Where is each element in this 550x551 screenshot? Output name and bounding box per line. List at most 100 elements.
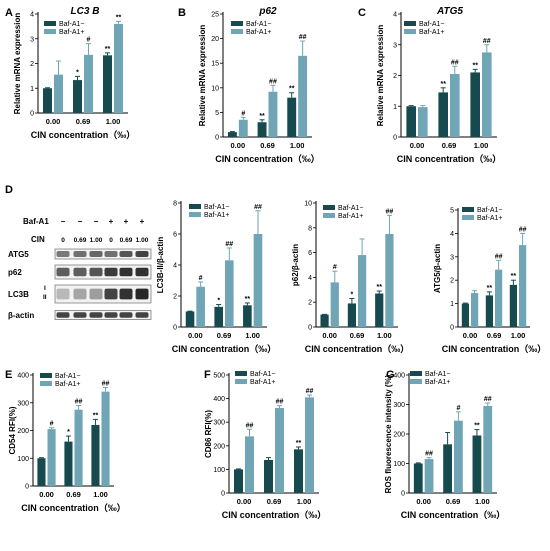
lane-cin-value: 1.00 [90,237,103,244]
y-tick-label: 4 [450,231,454,238]
chart-panel-d-5: 0 1 2 3 4 5 ATG5/β-actin 0.00 ** ## 0.69 ** ## 1.00 CI… [433,207,546,354]
legend-entry: Baf-A1− [419,21,445,28]
y-axis-label: Relative mRNA expression [376,25,385,127]
bar-baf-plus [54,74,63,113]
bar-baf-minus [443,444,452,493]
blot-band [119,288,133,300]
x-tick-label: 0.00 [322,331,337,340]
y-tick-label: 2 [173,294,177,301]
x-tick-label: 0.69 [76,117,91,126]
significance-mark: ## [484,396,492,403]
lane-treatment-sign: − [61,217,66,226]
legend-entry: Baf-A1− [250,371,276,378]
y-axis-label: Relative mRNA expression [13,13,22,115]
blot-band [119,312,133,318]
blot-band [56,288,70,300]
significance-mark: ## [102,380,110,387]
x-tick-label: 1.00 [474,141,489,150]
legend-entry: Baf-A1− [425,371,451,378]
y-tick-label: 4 [30,12,34,19]
x-axis-label: CIN concentration（‰） [21,503,126,513]
y-tick-label: 4 [393,12,397,19]
y-tick-label: 25 [211,12,219,19]
y-tick-label: 10 [211,85,219,92]
significance-mark: ** [474,423,480,430]
y-axis-label: CD86 RFI(%) [204,410,213,458]
significance-mark: ## [483,38,491,45]
x-tick-label: 0.69 [442,141,457,150]
bar-baf-plus [275,408,284,493]
significance-mark: ** [105,46,111,53]
bar-baf-minus [185,311,195,327]
legend-swatch [323,213,335,218]
bar-baf-minus [43,88,52,113]
bar-baf-minus [257,122,267,137]
y-tick-label: 200 [17,428,29,435]
lane-treatment-sign: + [124,217,129,226]
significance-mark: * [76,69,79,76]
blot-band [135,251,149,257]
legend-entry: Baf-A1− [204,204,230,211]
legend-entry: Baf-A1+ [425,379,451,386]
significance-mark: * [67,429,70,436]
legend-swatch [44,29,56,34]
chart-panel-e-6: E 0 100 200 300 400 CD54 RFI(%) #0.00 * ## 0.69 ** #… [5,369,126,513]
blot-band [73,312,87,318]
panel-letter: C [358,7,366,19]
lc3-form-label: I [44,285,46,292]
significance-mark: # [87,37,91,44]
x-tick-label: 0.69 [217,331,232,340]
bar-baf-minus [375,293,384,327]
y-tick-label: 0 [221,491,225,498]
lane-cin-value: 0 [61,237,65,244]
legend-swatch [231,29,243,34]
band-label: β-actin [8,311,34,320]
significance-mark: ** [377,284,383,291]
bar-baf-plus [482,52,492,137]
significance-mark: # [241,110,245,117]
bar-baf-plus [471,293,479,327]
legend-entry: Baf-A1+ [246,29,272,36]
x-axis-label: CIN concentration（‰） [442,344,547,354]
bar-baf-minus [320,314,329,327]
cin-label: CIN [31,235,45,244]
y-axis-label: p62/β-actin [291,244,300,286]
x-tick-label: 0.00 [463,331,478,340]
y-tick-label: 300 [17,400,29,407]
y-tick-label: 1 [393,104,397,111]
bar-baf-plus [495,269,503,327]
significance-mark: ## [75,399,83,406]
legend-entry: Baf-A1+ [59,29,85,36]
panel-letter: A [5,7,13,19]
y-tick-label: 0 [308,325,312,332]
bar-baf-plus [84,54,93,113]
legend-swatch [40,373,52,378]
bar-baf-plus [358,255,367,327]
significance-mark: ## [246,422,254,429]
bar-baf-plus [196,286,205,327]
blot-band [135,288,149,300]
legend-entry: Baf-A1− [55,373,81,380]
bar-baf-plus [238,119,248,137]
significance-mark: ** [245,296,251,303]
lc3-form-label: II [43,294,47,301]
significance-mark: ## [519,226,527,233]
lane-treatment-sign: − [94,217,99,226]
bar-baf-minus [413,463,423,493]
x-tick-label: 1.00 [511,331,526,340]
blot-band [73,288,87,300]
x-tick-label: 1.00 [93,490,108,499]
lane-treatment-sign: + [109,217,114,226]
bar-baf-minus [91,424,100,486]
lane-cin-value: 0.69 [120,237,133,244]
bar-baf-plus [245,436,254,493]
significance-mark: ## [425,451,433,458]
chart-panel-a-0: A LC3 B 0 1 2 3 4 Relative mRNA expression 0.00 *… [5,6,135,140]
legend-swatch [40,381,52,386]
significance-mark: * [351,291,354,298]
x-axis-label: CIN concentration（‰） [401,510,506,520]
significance-mark: ## [276,399,284,406]
bar-baf-plus [74,409,83,486]
y-tick-label: 1 [450,301,454,308]
